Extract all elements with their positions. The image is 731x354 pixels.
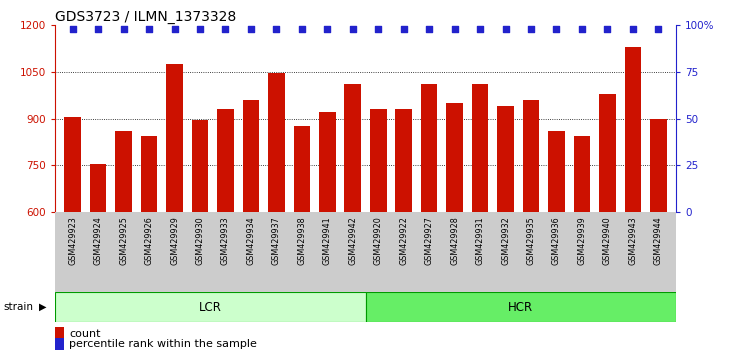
Bar — [471, 84, 488, 354]
Point — [525, 26, 537, 32]
Point — [118, 26, 129, 32]
Text: GSM429933: GSM429933 — [221, 216, 230, 265]
Point — [398, 26, 409, 32]
Bar — [624, 47, 641, 354]
Text: GSM429940: GSM429940 — [603, 216, 612, 265]
Bar — [166, 64, 183, 354]
Bar — [141, 136, 157, 354]
Bar — [243, 100, 260, 354]
Bar — [574, 136, 590, 354]
Bar — [599, 93, 616, 354]
Bar — [192, 120, 208, 354]
Text: GSM429929: GSM429929 — [170, 216, 179, 265]
Text: GDS3723 / ILMN_1373328: GDS3723 / ILMN_1373328 — [55, 10, 236, 24]
Bar — [395, 109, 412, 354]
Point — [143, 26, 155, 32]
Text: GSM429925: GSM429925 — [119, 216, 128, 265]
Bar — [217, 109, 234, 354]
Text: GSM429924: GSM429924 — [94, 216, 102, 265]
Bar — [268, 73, 284, 354]
Text: GSM429934: GSM429934 — [246, 216, 255, 265]
Bar — [55, 292, 366, 322]
Text: GSM429922: GSM429922 — [399, 216, 408, 265]
Point — [270, 26, 282, 32]
Text: GSM429926: GSM429926 — [145, 216, 154, 265]
Text: HCR: HCR — [508, 301, 534, 314]
Bar — [319, 112, 336, 354]
Point — [322, 26, 333, 32]
Text: GSM429928: GSM429928 — [450, 216, 459, 265]
Bar — [64, 117, 81, 354]
Point — [602, 26, 613, 32]
Text: GSM429943: GSM429943 — [629, 216, 637, 265]
Text: strain: strain — [4, 302, 34, 312]
Point — [92, 26, 104, 32]
Point — [627, 26, 639, 32]
Text: LCR: LCR — [199, 301, 221, 314]
Point — [169, 26, 181, 32]
Text: GSM429935: GSM429935 — [526, 216, 536, 265]
Text: count: count — [69, 329, 101, 339]
Point — [474, 26, 486, 32]
Point — [245, 26, 257, 32]
Bar — [447, 103, 463, 354]
Bar — [366, 292, 676, 322]
Text: GSM429927: GSM429927 — [425, 216, 433, 265]
Text: GSM429930: GSM429930 — [195, 216, 205, 265]
Text: GSM429932: GSM429932 — [501, 216, 510, 265]
Text: GSM429937: GSM429937 — [272, 216, 281, 265]
Text: GSM429931: GSM429931 — [476, 216, 485, 265]
Point — [372, 26, 384, 32]
Text: GSM429923: GSM429923 — [68, 216, 77, 265]
Text: GSM429936: GSM429936 — [552, 216, 561, 265]
Bar — [548, 131, 565, 354]
Bar — [370, 109, 387, 354]
Bar — [421, 84, 437, 354]
Bar — [497, 106, 514, 354]
Bar — [650, 119, 667, 354]
Point — [296, 26, 308, 32]
Text: GSM429941: GSM429941 — [323, 216, 332, 265]
Text: GSM429939: GSM429939 — [577, 216, 586, 265]
Point — [500, 26, 512, 32]
Bar — [115, 131, 132, 354]
Text: ▶: ▶ — [39, 302, 46, 312]
Point — [449, 26, 461, 32]
Point — [67, 26, 78, 32]
Bar — [294, 126, 310, 354]
Bar — [523, 100, 539, 354]
Point — [423, 26, 435, 32]
Point — [194, 26, 206, 32]
Text: percentile rank within the sample: percentile rank within the sample — [69, 339, 257, 349]
Bar — [90, 164, 107, 354]
Text: GSM429942: GSM429942 — [348, 216, 357, 265]
Bar — [344, 84, 361, 354]
Point — [550, 26, 562, 32]
Text: GSM429920: GSM429920 — [374, 216, 383, 265]
Point — [653, 26, 664, 32]
Text: GSM429944: GSM429944 — [654, 216, 663, 265]
Point — [576, 26, 588, 32]
Point — [219, 26, 231, 32]
Text: GSM429938: GSM429938 — [298, 216, 306, 265]
Point — [347, 26, 359, 32]
